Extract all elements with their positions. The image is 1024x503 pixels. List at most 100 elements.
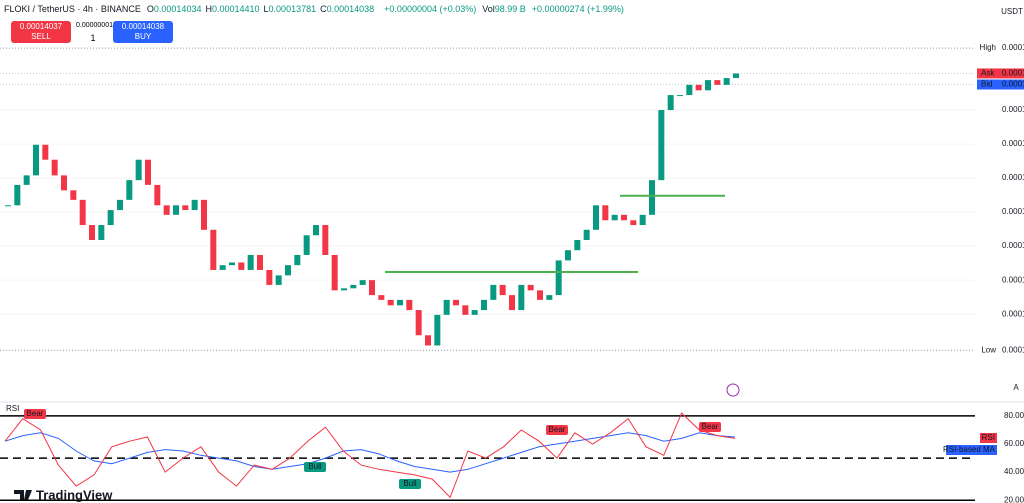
stat-label: O	[146, 4, 154, 14]
rsi-tick-label: 20.00	[1004, 495, 1024, 503]
candle	[266, 269, 273, 285]
candle	[247, 254, 254, 270]
candle	[210, 229, 217, 270]
signal-tag	[399, 479, 421, 489]
candle	[546, 295, 553, 300]
candle	[602, 205, 609, 221]
candle	[443, 299, 450, 315]
ma-line	[4, 432, 736, 473]
candle	[135, 159, 142, 181]
candle	[723, 78, 730, 85]
volume-label: Vol	[482, 4, 495, 14]
stat: O0.00014034	[147, 4, 202, 14]
candle	[705, 80, 711, 91]
high-price: 0.0001	[1002, 43, 1024, 52]
candle	[415, 310, 422, 336]
candle	[509, 295, 515, 311]
stat: L0.00013781	[264, 4, 317, 14]
signal-tag	[699, 422, 721, 432]
candle	[191, 199, 198, 211]
sell-price: 0.00014037	[19, 22, 63, 31]
candle	[117, 199, 123, 211]
low-label: Low	[981, 345, 996, 354]
candle	[79, 199, 86, 226]
bid-tag	[977, 79, 1024, 90]
candle	[126, 180, 133, 200]
candle	[163, 205, 170, 215]
candle	[275, 275, 282, 285]
candle	[154, 184, 161, 206]
buy-label: BUY	[134, 32, 152, 41]
stat-value: 0.00013781	[268, 4, 317, 14]
stat-value: 0.00014038	[326, 4, 375, 14]
candle	[303, 235, 310, 255]
candle	[70, 190, 77, 200]
candle	[527, 284, 534, 291]
rsi-title: RSI	[6, 404, 19, 413]
signal-tag	[304, 462, 326, 472]
candle	[201, 199, 207, 230]
candle	[714, 80, 721, 85]
candle	[406, 299, 413, 311]
currency[interactable]: USDT	[1001, 7, 1023, 16]
signal-label: Bear	[702, 422, 719, 431]
candle	[695, 84, 702, 91]
candle	[583, 229, 590, 241]
sell-label: SELL	[31, 32, 51, 41]
candle	[238, 262, 245, 270]
buy-button[interactable]: 0.00014038 BUY	[113, 21, 173, 43]
candle	[453, 299, 459, 306]
candle	[5, 205, 11, 207]
y-tick-label: 0.0001	[1002, 173, 1024, 182]
signal-label: Bull	[403, 479, 417, 488]
candle	[182, 205, 189, 211]
candle	[397, 299, 403, 306]
rsi-tick-label: 40.00	[1004, 467, 1024, 476]
candle	[649, 180, 655, 215]
volume-value: 98.99 B	[494, 4, 526, 14]
candle	[331, 254, 338, 291]
candle	[593, 205, 599, 230]
candle	[471, 310, 478, 315]
candle	[107, 210, 114, 226]
candle	[219, 265, 226, 270]
candle	[294, 254, 301, 266]
brand-logo	[14, 490, 32, 500]
y-tick-label: 0.0001	[1002, 241, 1024, 250]
stat-label: H	[205, 4, 212, 14]
candle	[490, 284, 497, 300]
candle	[639, 214, 646, 226]
scale-mode[interactable]: A	[1013, 383, 1019, 392]
candle	[61, 175, 67, 191]
ma-tag	[946, 445, 997, 455]
candle	[677, 95, 683, 97]
sell-button[interactable]: 0.00014037 SELL	[11, 21, 71, 43]
candle	[499, 284, 506, 296]
candle	[23, 175, 30, 185]
y-tick-label: 0.0001	[1002, 207, 1024, 216]
candle	[481, 299, 487, 311]
candle	[313, 225, 319, 236]
candle	[51, 159, 58, 176]
ask-label: Ask	[981, 69, 995, 78]
event-icon[interactable]	[726, 383, 740, 397]
candle	[425, 335, 431, 346]
candle	[630, 220, 637, 226]
signal-label: Bear	[27, 409, 44, 418]
quantity[interactable]: 1	[90, 33, 96, 43]
low-price: 0.0001	[1002, 345, 1024, 354]
stat: C0.00014038	[320, 4, 374, 14]
rsi-tag	[980, 433, 997, 443]
rsi-tag-label: RSI	[982, 433, 995, 442]
spread: 0.00000001	[76, 22, 113, 29]
candle	[145, 159, 151, 185]
symbol[interactable]: FLOKI / TetherUS · 4h · BINANCE	[4, 4, 141, 14]
candle	[350, 284, 357, 289]
signal-tag	[546, 425, 568, 435]
candle	[621, 214, 627, 221]
candle	[369, 280, 375, 296]
header: FLOKI / TetherUS · 4h · BINANCE O0.00014…	[4, 4, 624, 14]
candle	[257, 254, 263, 270]
